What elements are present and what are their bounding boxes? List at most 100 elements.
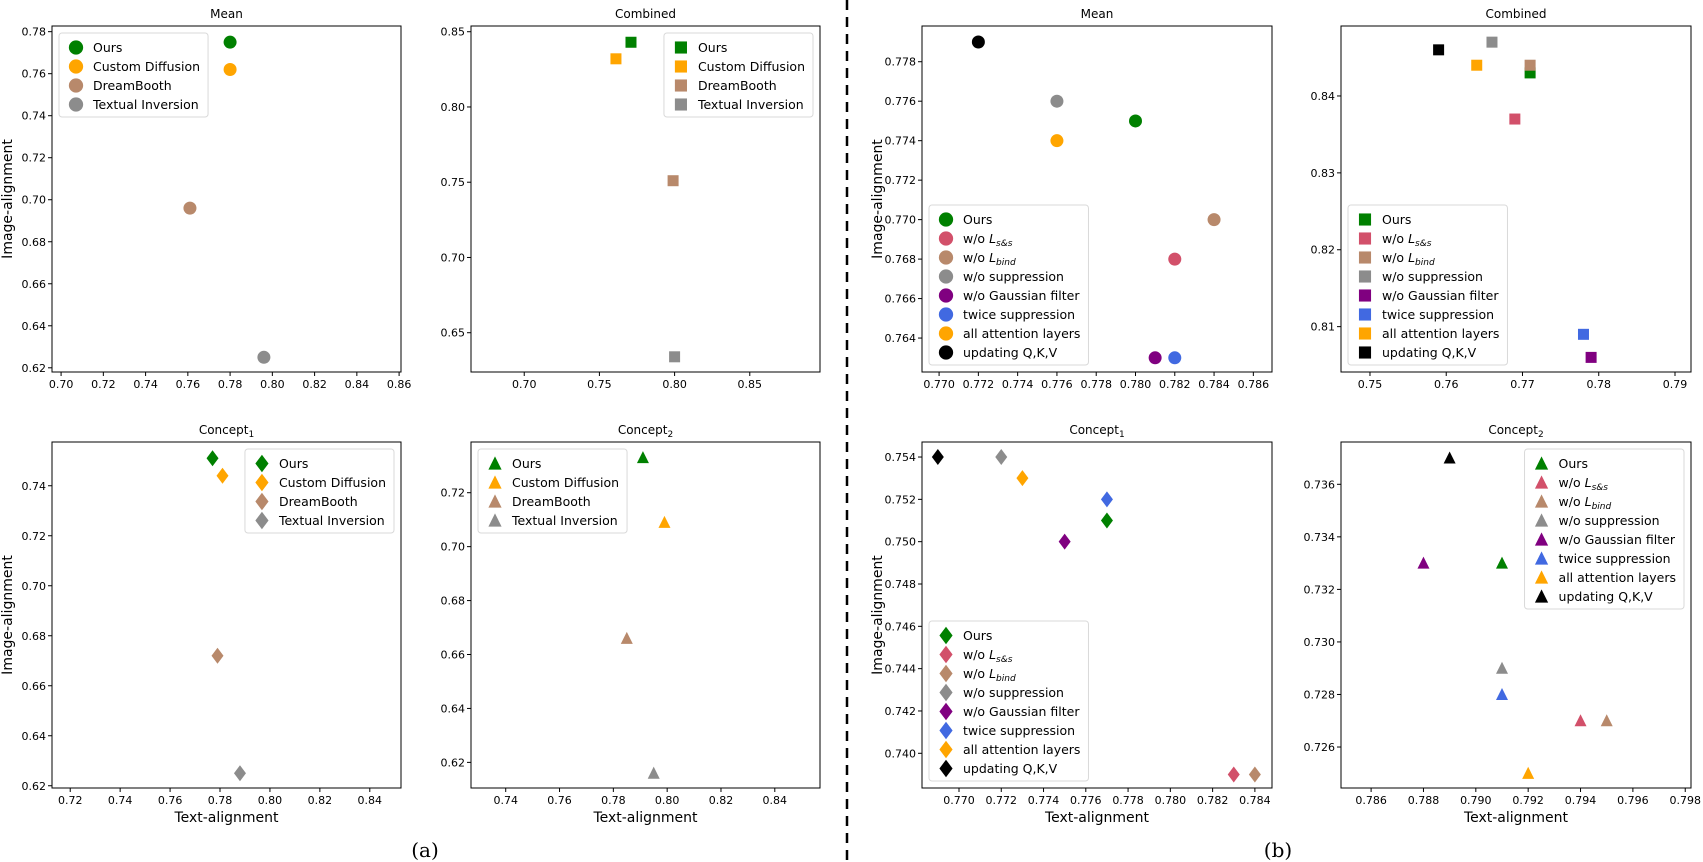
- x-tick-label: 0.80: [655, 794, 680, 807]
- x-tick-label: 0.776: [1041, 378, 1073, 391]
- legend-item: Textual Inversion: [68, 97, 199, 112]
- legend-label: all attention layers: [963, 742, 1080, 757]
- x-tick-label: 0.786: [1238, 378, 1270, 391]
- legend-marker-icon: [938, 326, 954, 341]
- x-tick-label: 0.782: [1159, 378, 1191, 391]
- panel-b-combined: Combined 0.75 0.76 0.77 0.78 0.79 0.81 0.82 0.83…: [1311, 7, 1692, 391]
- legend-marker-icon: [938, 269, 954, 284]
- x-tick-label: 0.78: [218, 378, 243, 391]
- legend-marker-icon: [1358, 213, 1372, 226]
- legend-marker-icon: [1534, 570, 1549, 584]
- x-tick-label: 0.72: [91, 378, 116, 391]
- legend-label: DreamBooth: [93, 78, 172, 93]
- y-tick-label: 0.85: [441, 26, 466, 39]
- x-tick-label: 0.798: [1669, 794, 1701, 807]
- panel-title: Concept2: [1488, 423, 1543, 440]
- legend-marker-icon: [1534, 456, 1549, 470]
- x-axis-label: Text-alignment: [1044, 810, 1150, 826]
- legend-item: Ours: [255, 454, 308, 473]
- x-tick-label: 0.76: [176, 378, 201, 391]
- legend-label: w/o suppression: [963, 269, 1064, 284]
- legend-label: Textual Inversion: [92, 97, 199, 112]
- y-axis-label: Image-alignment: [0, 139, 16, 259]
- legend-label: w/o Lbind: [1559, 494, 1612, 512]
- data-point-textual-inversion: [257, 350, 271, 364]
- panel-b-concept2: Concept2 0.786 0.788 0.790 0.792 0.794 0.796 0.…: [1304, 423, 1701, 826]
- legend-marker-icon: [68, 78, 84, 93]
- legend-frame: [477, 448, 628, 534]
- x-tick-label: 0.772: [986, 794, 1018, 807]
- data-point-custom-diffusion: [658, 515, 671, 528]
- legend-item: Custom Diffusion: [255, 473, 386, 492]
- panel-b-mean: Mean 0.770 0.772 0.774 0.776 0.778 0.780 0.782 0…: [870, 7, 1273, 391]
- y-tick-label: 0.744: [885, 663, 917, 676]
- y-tick-label: 0.84: [1311, 90, 1336, 103]
- data-point-updating-q-k-v: [1433, 44, 1445, 56]
- legend-label: w/o Lbind: [963, 250, 1016, 268]
- x-tick-label: 0.782: [1197, 794, 1229, 807]
- y-tick-label: 0.752: [885, 493, 917, 506]
- plot-frame: [470, 441, 821, 789]
- data-point-ours: [636, 451, 649, 464]
- x-tick-label: 0.82: [308, 794, 333, 807]
- data-point-w-o-gaussian-filter: [1148, 351, 1162, 365]
- legend-label: w/o suppression: [1382, 269, 1483, 284]
- legend-label: DreamBooth: [698, 78, 777, 93]
- x-tick-label: 0.76: [158, 794, 183, 807]
- legend-label: updating Q,K,V: [1382, 345, 1477, 360]
- plot-frame: [51, 441, 402, 789]
- title-text: Concept: [1488, 423, 1538, 437]
- legend-item: Custom Diffusion: [68, 59, 200, 74]
- legend-frame: [1347, 204, 1508, 366]
- legend-item: all attention layers: [1534, 570, 1676, 585]
- y-tick-label: 0.742: [885, 705, 917, 718]
- legend-label: updating Q,K,V: [1559, 589, 1654, 604]
- legend-marker-icon: [674, 79, 687, 92]
- x-tick-label: 0.772: [963, 378, 995, 391]
- legend-marker-icon: [938, 307, 954, 322]
- legend-label: twice suppression: [963, 307, 1075, 322]
- legend-label: twice suppression: [1559, 551, 1671, 566]
- legend-item: Ours: [1534, 456, 1588, 471]
- y-tick-label: 0.78: [22, 26, 47, 39]
- y-tick-label: 0.62: [441, 756, 466, 769]
- legend-item: Ours: [938, 212, 992, 227]
- y-tick-label: 0.81: [1311, 321, 1336, 334]
- x-tick-label: 0.86: [387, 378, 412, 391]
- legend-item: Ours: [68, 40, 122, 55]
- y-axis-label: Image-alignment: [870, 555, 886, 675]
- data-point-dreambooth: [211, 647, 224, 664]
- legend-marker-icon: [1358, 251, 1372, 264]
- x-tick-label: 0.790: [1460, 794, 1492, 807]
- legend-marker-icon: [1534, 513, 1549, 527]
- legend-label: w/o Ls&s: [1559, 475, 1609, 493]
- y-tick-label: 0.776: [885, 95, 917, 108]
- legend-label: Ours: [93, 40, 122, 55]
- legend-item: updating Q,K,V: [1534, 589, 1654, 604]
- data-point-dreambooth: [183, 201, 197, 215]
- x-tick-label: 0.84: [763, 794, 788, 807]
- x-tick-label: 0.82: [709, 794, 734, 807]
- x-tick-label: 0.784: [1198, 378, 1230, 391]
- y-tick-label: 0.80: [441, 101, 466, 114]
- legend-marker-icon: [488, 494, 502, 508]
- data-point-w-o-l-s-s: [1168, 252, 1182, 266]
- title-text: Mean: [1081, 7, 1114, 21]
- data-point-custom-diffusion: [223, 62, 237, 76]
- data-point-dreambooth: [620, 631, 633, 644]
- data-point-ours: [223, 35, 237, 49]
- y-tick-label: 0.66: [22, 680, 47, 693]
- y-tick-label: 0.72: [22, 152, 47, 165]
- x-tick-label: 0.796: [1617, 794, 1649, 807]
- legend-item: Custom Diffusion: [488, 475, 619, 490]
- data-point-w-o-l-bind: [1524, 59, 1536, 71]
- x-tick-label: 0.74: [133, 378, 158, 391]
- legend-label: Custom Diffusion: [93, 59, 200, 74]
- legend-marker-icon: [938, 288, 954, 303]
- legend: Ours Custom Diffusion DreamBooth Textual In…: [663, 32, 814, 118]
- legend-label: Textual Inversion: [697, 97, 804, 112]
- y-tick-label: 0.74: [22, 480, 47, 493]
- x-tick-label: 0.78: [208, 794, 233, 807]
- x-axis-label: Text-alignment: [173, 810, 279, 826]
